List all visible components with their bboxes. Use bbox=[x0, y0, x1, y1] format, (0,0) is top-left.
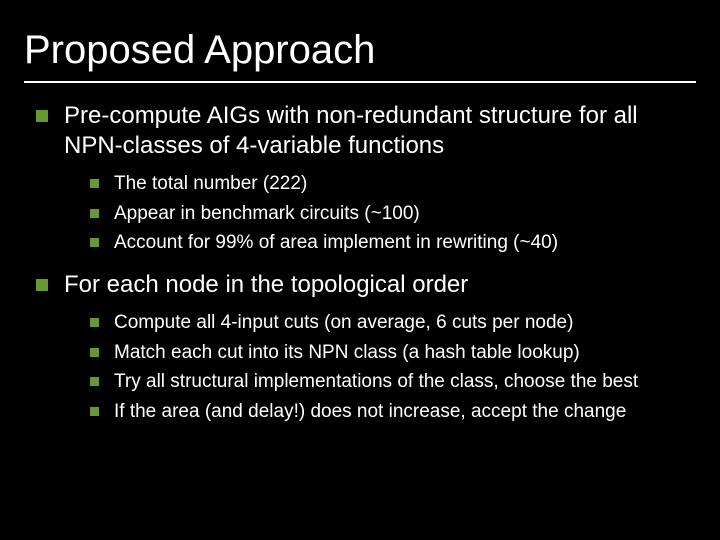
list-item: Compute all 4-input cuts (on average, 6 … bbox=[86, 310, 696, 336]
list-item: Account for 99% of area implement in rew… bbox=[86, 230, 696, 256]
list-item-text: If the area (and delay!) does not increa… bbox=[114, 401, 626, 422]
list-item-text: Account for 99% of area implement in rew… bbox=[114, 232, 558, 253]
list-item: Try all structural implementations of th… bbox=[86, 369, 696, 395]
slide: Proposed Approach Pre-compute AIGs with … bbox=[0, 0, 720, 540]
bullet-list-level1: Pre-compute AIGs with non-redundant stru… bbox=[30, 101, 696, 424]
list-item-text: The total number (222) bbox=[114, 173, 307, 194]
list-item: Match each cut into its NPN class (a has… bbox=[86, 340, 696, 366]
list-item: The total number (222) bbox=[86, 171, 696, 197]
list-item: Appear in benchmark circuits (~100) bbox=[86, 201, 696, 227]
bullet-list-level2: Compute all 4-input cuts (on average, 6 … bbox=[86, 310, 696, 425]
bullet-list-level2: The total number (222) Appear in benchma… bbox=[86, 171, 696, 256]
list-item: Pre-compute AIGs with non-redundant stru… bbox=[30, 101, 696, 256]
list-item: If the area (and delay!) does not increa… bbox=[86, 399, 696, 425]
list-item-text: Compute all 4-input cuts (on average, 6 … bbox=[114, 312, 573, 333]
slide-title: Proposed Approach bbox=[24, 28, 696, 73]
list-item-text: Appear in benchmark circuits (~100) bbox=[114, 203, 420, 224]
list-item-text: Match each cut into its NPN class (a has… bbox=[114, 342, 580, 363]
list-item-text: Try all structural implementations of th… bbox=[114, 371, 638, 392]
list-item-text: For each node in the topological order bbox=[64, 271, 468, 298]
list-item-text: Pre-compute AIGs with non-redundant stru… bbox=[64, 102, 638, 159]
title-rule bbox=[24, 81, 696, 83]
list-item: For each node in the topological order C… bbox=[30, 270, 696, 425]
